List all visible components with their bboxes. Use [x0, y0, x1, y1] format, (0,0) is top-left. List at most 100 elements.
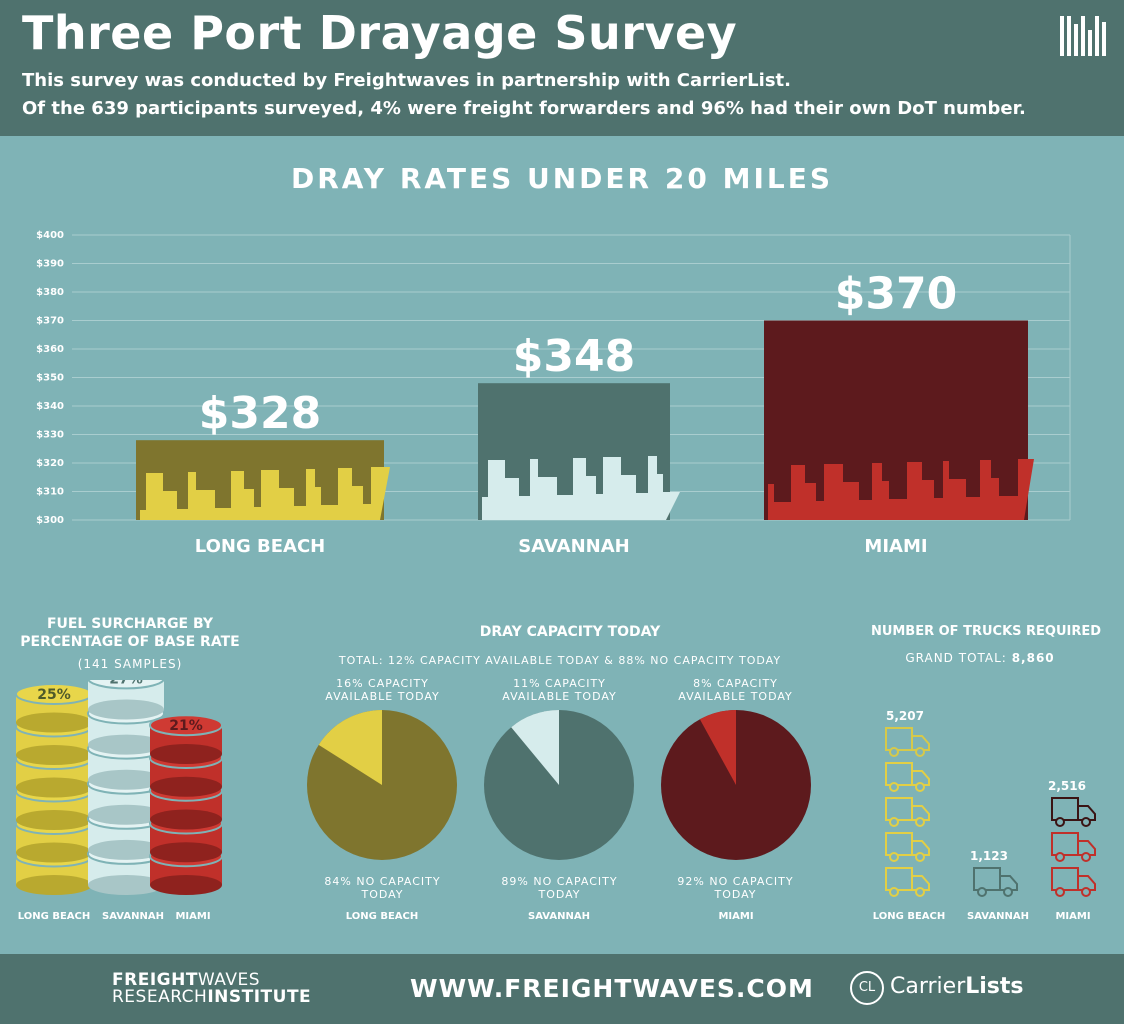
truck-box — [973, 867, 1001, 891]
truck-box — [885, 832, 913, 856]
y-tick-label: $300 — [36, 515, 64, 526]
truck-stack-savannah — [973, 867, 1018, 897]
x-category-label: LONG BEACH — [195, 536, 325, 557]
truck-icon — [973, 867, 1018, 897]
bar-value-label: $348 — [513, 331, 635, 382]
pie-none-savannah: 89% NO CAPACITY TODAY — [501, 875, 618, 901]
fw-logo-institute: INSTITUTE — [207, 987, 312, 1007]
truck-value-label: 1,123 — [970, 849, 1008, 863]
fuel-label-miami: MIAMI — [175, 911, 211, 922]
fuel-label-savannah: SAVANNAH — [102, 911, 164, 922]
truck-cab — [911, 770, 930, 786]
y-tick-label: $350 — [36, 373, 64, 384]
truck-cab — [911, 735, 930, 751]
truck-box — [885, 727, 913, 751]
truck-wheel — [915, 887, 925, 897]
truck-wheel — [915, 747, 925, 757]
trucks-grand-total-label: GRAND TOTAL: — [905, 651, 1007, 665]
pie-available-miami: 8% CAPACITY AVAILABLE TODAY — [678, 677, 793, 703]
truck-wheel — [889, 817, 899, 827]
truck-wheel — [1055, 852, 1065, 862]
truck-box — [1051, 832, 1079, 856]
truck-cab — [1077, 840, 1096, 856]
coin-bottom — [150, 776, 222, 797]
truck-value-label: 5,207 — [886, 709, 924, 723]
y-tick-label: $360 — [36, 344, 64, 355]
coin-bottom — [150, 842, 222, 863]
truck-wheel — [1055, 887, 1065, 897]
trucks-chart: 5,207 1,123 2,516 — [885, 709, 1096, 897]
coin-bottom — [88, 734, 164, 755]
coin-bottom — [16, 875, 92, 895]
skyline-long-beach — [140, 467, 390, 520]
truck-wheel — [1003, 887, 1013, 897]
truck-value-label: 2,516 — [1048, 779, 1086, 793]
trucks-title: NUMBER OF TRUCKS REQUIRED — [870, 624, 1102, 639]
trucks-grand-total: GRAND TOTAL: 8,860 — [855, 651, 1105, 665]
coin-stack-miami — [149, 714, 223, 895]
pie-available-savannah: 11% CAPACITY AVAILABLE TODAY — [502, 677, 617, 703]
carrierlists-name-a: Carrier — [890, 974, 966, 999]
truck-box — [885, 762, 913, 786]
skyline-miami — [768, 459, 1034, 520]
fuel-label-long-beach: LONG BEACH — [17, 911, 91, 922]
coin-value-label: 21% — [169, 718, 203, 734]
x-category-label: SAVANNAH — [518, 536, 629, 557]
carrierlists-name: CarrierLists — [890, 974, 1024, 999]
truck-icon — [885, 832, 930, 862]
truck-icon — [1051, 797, 1096, 827]
pie-label-savannah: SAVANNAH — [528, 911, 590, 922]
website-link[interactable]: WWW.FREIGHTWAVES.COM — [410, 974, 814, 1003]
fw-logo-research: RESEARCH — [112, 987, 208, 1007]
y-tick-label: $310 — [36, 487, 64, 498]
truck-wheel — [915, 782, 925, 792]
coin-top — [149, 714, 223, 737]
y-tick-label: $320 — [36, 458, 64, 469]
coin-bottom — [88, 875, 164, 895]
truck-stack-miami — [1051, 797, 1096, 897]
truck-icon — [1051, 832, 1096, 862]
truck-icon — [885, 727, 930, 757]
coin-value-label: 27% — [109, 680, 143, 687]
truck-wheel — [889, 747, 899, 757]
fuel-surcharge-title: FUEL SURCHARGE BY PERCENTAGE OF BASE RAT… — [20, 616, 240, 650]
truck-box — [1051, 797, 1079, 821]
coin-value-label: 25% — [37, 687, 71, 703]
truck-wheel — [889, 887, 899, 897]
truck-cab — [911, 875, 930, 891]
truck-stack-long-beach — [885, 727, 930, 897]
coin-top — [87, 680, 165, 690]
trucks-label-long-beach: LONG BEACH — [872, 911, 946, 922]
coin-bottom — [150, 875, 222, 895]
truck-wheel — [915, 817, 925, 827]
coin-bottom — [88, 839, 164, 860]
truck-wheel — [1081, 887, 1091, 897]
truck-icon — [885, 762, 930, 792]
y-tick-label: $340 — [36, 401, 64, 412]
coin-bottom — [16, 712, 92, 733]
coin-bottom — [150, 809, 222, 830]
coin-bottom — [88, 699, 164, 720]
truck-wheel — [977, 887, 987, 897]
coin-bottom — [16, 777, 92, 798]
fw-logo-waves: WAVES — [197, 970, 261, 990]
skyline-savannah — [482, 456, 680, 520]
carrierlists-name-b: Lists — [965, 974, 1024, 999]
trucks-label-miami: MIAMI — [1055, 911, 1091, 922]
dray-rates-title: DRAY RATES UNDER 20 MILES — [291, 162, 833, 195]
x-category-label: MIAMI — [864, 536, 927, 557]
truck-wheel — [915, 852, 925, 862]
trucks-label-savannah: SAVANNAH — [967, 911, 1029, 922]
pie-label-miami: MIAMI — [718, 911, 754, 922]
fuel-surcharge-subtitle: (141 SAMPLES) — [77, 657, 183, 671]
truck-wheel — [1081, 817, 1091, 827]
truck-wheel — [1055, 817, 1065, 827]
fuel-surcharge-chart: 25% 27% 21% — [15, 680, 223, 895]
truck-box — [885, 797, 913, 821]
truck-box — [885, 867, 913, 891]
page-title: Three Port Drayage Survey — [22, 6, 738, 60]
trucks-grand-total-value: 8,860 — [1011, 651, 1055, 665]
coin-bottom — [16, 745, 92, 765]
fw-logo-freight: FREIGHT — [112, 970, 198, 990]
y-tick-label: $400 — [36, 230, 64, 241]
